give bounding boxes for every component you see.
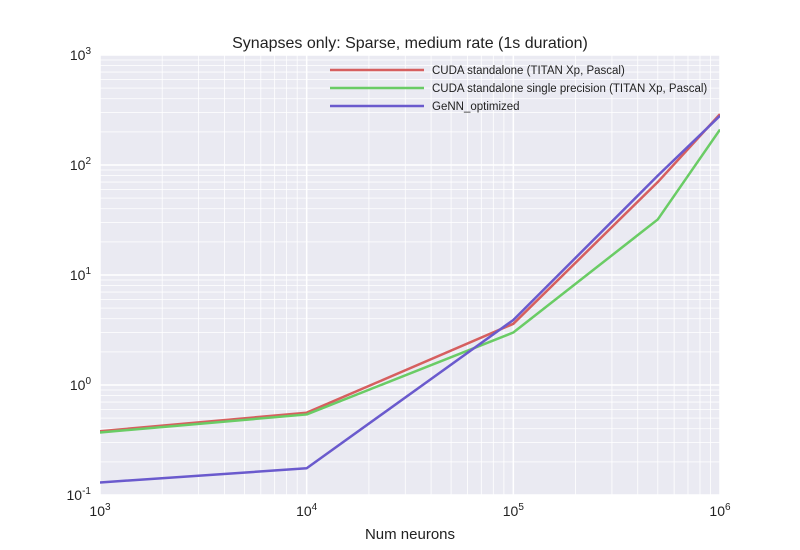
y-tick-label: 10-1 [67,486,92,503]
legend-label: GeNN_optimized [432,101,520,113]
x-tick-label: 104 [296,502,318,519]
x-tick-label: 105 [503,502,525,519]
legend: CUDA standalone (TITAN Xp, Pascal) CUDA s… [330,65,707,113]
series-lines [100,113,720,484]
y-tick-label: 103 [70,46,92,63]
series-line-3 [100,114,720,484]
y-tick-label: 100 [70,376,92,393]
x-tick-labels: 103 104 105 106 [89,502,731,519]
x-tick-label: 106 [709,502,731,519]
series-line-1 [100,113,720,433]
legend-label: CUDA standalone single precision (TITAN … [432,83,707,95]
chart-title: Synapses only: Sparse, medium rate (1s d… [232,35,588,52]
x-axis-title: Num neurons [365,526,455,543]
x-tick-label: 103 [89,502,111,519]
y-tick-labels: 10-1 100 101 102 103 [67,46,92,503]
y-tick-label: 101 [70,266,92,283]
series-line-2 [100,128,720,434]
legend-label: CUDA standalone (TITAN Xp, Pascal) [432,65,625,77]
major-grid [99,54,721,496]
y-tick-label: 102 [70,156,92,173]
